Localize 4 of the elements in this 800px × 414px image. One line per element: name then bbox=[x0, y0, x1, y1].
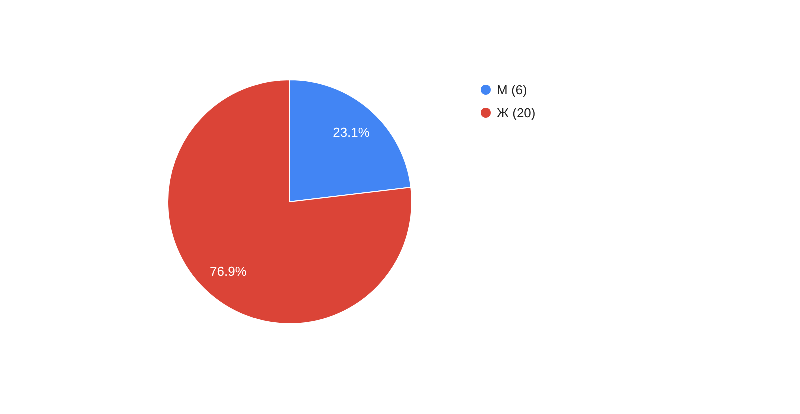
data-label: 76.9% bbox=[210, 264, 248, 279]
legend-label: М (6) bbox=[497, 82, 528, 98]
data-label: 23.1% bbox=[333, 125, 370, 140]
legend-label: Ж (20) bbox=[497, 106, 536, 120]
